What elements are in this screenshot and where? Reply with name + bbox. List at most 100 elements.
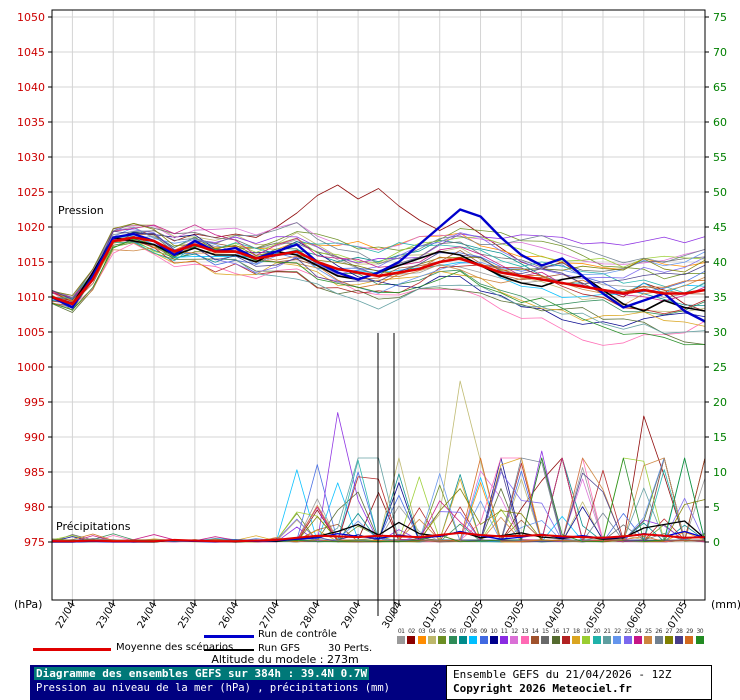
pert-number: 18 [572, 628, 580, 635]
pert-22: 22 [612, 628, 622, 644]
svg-text:45: 45 [713, 221, 727, 234]
pert-number: 20 [593, 628, 601, 635]
pert-04: 04 [427, 628, 437, 644]
pert-color-swatch [448, 636, 457, 644]
svg-text:55: 55 [713, 151, 727, 164]
pert-number: 17 [562, 628, 570, 635]
pert-15: 15 [540, 628, 550, 644]
pert-12: 12 [509, 628, 519, 644]
run-info: Ensemble GEFS du 21/04/2026 - 12Z [453, 668, 672, 681]
svg-text:03/05: 03/05 [503, 600, 527, 630]
pert-number: 25 [644, 628, 652, 635]
pert-number: 28 [675, 628, 683, 635]
gfs-line-swatch [204, 649, 254, 651]
mean-line-swatch [33, 648, 111, 651]
pert-number: 27 [665, 628, 673, 635]
svg-text:10: 10 [713, 466, 727, 479]
svg-text:1025: 1025 [17, 186, 45, 199]
pert-color-swatch [654, 636, 663, 644]
pert-color-swatch [397, 636, 406, 644]
svg-text:25: 25 [713, 361, 727, 374]
pert-02: 02 [406, 628, 416, 644]
pert-number: 26 [655, 628, 662, 635]
svg-text:975: 975 [24, 536, 45, 549]
pert-17: 17 [561, 628, 571, 644]
pert-16: 16 [550, 628, 560, 644]
svg-text:35: 35 [713, 291, 727, 304]
svg-text:985: 985 [24, 466, 45, 479]
svg-text:75: 75 [713, 11, 727, 24]
pert-color-swatch [623, 636, 632, 644]
control-line-swatch [204, 635, 254, 638]
pert-03: 03 [417, 628, 427, 644]
svg-text:22/04: 22/04 [54, 600, 78, 630]
pert-27: 27 [664, 628, 674, 644]
footer-title: Diagramme des ensembles GEFS sur 384h : … [34, 667, 442, 681]
pert-number: 29 [686, 628, 693, 635]
svg-text:60: 60 [713, 116, 727, 129]
pert-color-swatch [613, 636, 622, 644]
pert-color-swatch [510, 636, 519, 644]
svg-text:26/04: 26/04 [217, 600, 241, 630]
pert-color-swatch [592, 636, 601, 644]
svg-text:50: 50 [713, 186, 727, 199]
pert-number: 03 [418, 628, 426, 635]
pert-color-swatch [664, 636, 673, 644]
model-altitude-note: Altitude du modele : 273m [211, 653, 359, 666]
pert-number: 22 [614, 628, 621, 635]
pert-color-swatch [428, 636, 437, 644]
perturbation-color-legend: 01 02 03 04 05 06 07 08 09 10 11 12 13 14 15 16 17 18 19 20… [396, 628, 705, 644]
svg-text:1045: 1045 [17, 46, 45, 59]
pert-08: 08 [468, 628, 478, 644]
footer-banner: Diagramme des ensembles GEFS sur 384h : … [30, 665, 446, 700]
footer-subtitle: Pression au niveau de la mer (hPa) , pré… [36, 682, 391, 694]
svg-text:65: 65 [713, 81, 727, 94]
pert-number: 10 [490, 628, 498, 635]
legend-control-label: Run de contrôle [258, 629, 337, 640]
svg-text:28/04: 28/04 [299, 600, 323, 630]
pert-number: 16 [552, 628, 559, 635]
svg-text:1050: 1050 [17, 11, 45, 24]
pert-color-swatch [489, 636, 498, 644]
pert-number: 19 [583, 628, 590, 635]
legend-mean-label: Moyenne des scénarios [116, 642, 234, 653]
pert-07: 07 [458, 628, 468, 644]
pert-24: 24 [633, 628, 643, 644]
svg-text:30: 30 [713, 326, 727, 339]
pert-number: 30 [696, 628, 704, 635]
footer-title-text: Diagramme des ensembles GEFS sur 384h : … [34, 667, 370, 680]
svg-text:1040: 1040 [17, 81, 45, 94]
pert-color-swatch [603, 636, 612, 644]
pert-color-swatch [633, 636, 642, 644]
svg-text:24/04: 24/04 [136, 600, 160, 630]
pert-number: 04 [428, 628, 436, 635]
pert-23: 23 [623, 628, 633, 644]
pert-01: 01 [396, 628, 406, 644]
svg-text:1020: 1020 [17, 221, 45, 234]
copyright: Copyright 2026 Meteociel.fr [453, 682, 632, 695]
pert-color-swatch [438, 636, 447, 644]
pert-number: 08 [469, 628, 477, 635]
svg-text:5: 5 [713, 501, 720, 514]
pert-color-swatch [695, 636, 704, 644]
pert-color-swatch [644, 636, 653, 644]
pert-number: 13 [521, 628, 529, 635]
svg-text:04/05: 04/05 [544, 600, 568, 630]
pert-color-swatch [675, 636, 684, 644]
pert-number: 11 [500, 628, 508, 635]
pert-number: 09 [480, 628, 487, 635]
pert-21: 21 [602, 628, 612, 644]
pert-color-swatch [417, 636, 426, 644]
svg-text:01/05: 01/05 [421, 600, 445, 630]
pert-06: 06 [447, 628, 457, 644]
svg-text:06/05: 06/05 [625, 600, 649, 630]
pert-05: 05 [437, 628, 447, 644]
svg-text:1000: 1000 [17, 361, 45, 374]
svg-text:1015: 1015 [17, 256, 45, 269]
pert-number: 01 [397, 628, 405, 635]
pert-26: 26 [653, 628, 663, 644]
pert-color-swatch [531, 636, 539, 644]
pert-number: 15 [541, 628, 549, 635]
pert-10: 10 [489, 628, 499, 644]
pert-09: 09 [478, 628, 488, 644]
